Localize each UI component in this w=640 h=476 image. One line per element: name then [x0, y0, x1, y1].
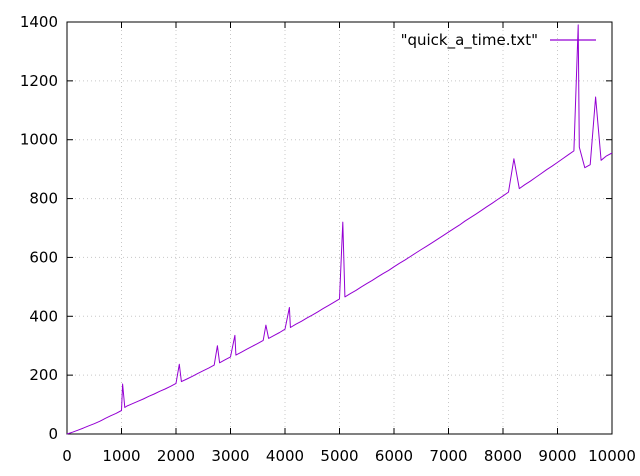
- y-tick-label: 1000: [20, 131, 58, 149]
- x-tick-label: 7000: [429, 447, 467, 465]
- grid-lines: [67, 22, 612, 434]
- x-tick-label: 6000: [375, 447, 413, 465]
- x-tick-label: 4000: [266, 447, 304, 465]
- legend-entry-label: "quick_a_time.txt": [401, 31, 538, 50]
- x-tick-label: 10000: [588, 447, 636, 465]
- y-tick-label: 200: [29, 366, 58, 384]
- y-tick-label: 400: [29, 307, 58, 325]
- x-tick-label: 0: [62, 447, 72, 465]
- y-tick-label: 1200: [20, 72, 58, 90]
- y-tick-label: 0: [48, 425, 58, 443]
- series-line-quick-a-time: [66, 24, 613, 435]
- x-tick-label: 5000: [320, 447, 358, 465]
- axis-ticks: [66, 21, 613, 435]
- x-tick-label: 9000: [538, 447, 576, 465]
- plot-frame: [66, 21, 613, 435]
- y-tick-label: 1400: [20, 13, 58, 31]
- x-tick-label: 1000: [102, 447, 140, 465]
- x-tick-label: 2000: [157, 447, 195, 465]
- x-tick-label: 3000: [211, 447, 249, 465]
- y-tick-label: 600: [29, 248, 58, 266]
- legend: "quick_a_time.txt": [401, 31, 596, 50]
- x-tick-label: 8000: [484, 447, 522, 465]
- x-tick-labels: 0 1000 2000 3000 4000 5000 6000 7000 8000 9000 100…: [62, 447, 636, 465]
- y-tick-labels: 0 200 400 600 800 1000 1200 1400: [20, 13, 58, 443]
- y-tick-label: 800: [29, 190, 58, 208]
